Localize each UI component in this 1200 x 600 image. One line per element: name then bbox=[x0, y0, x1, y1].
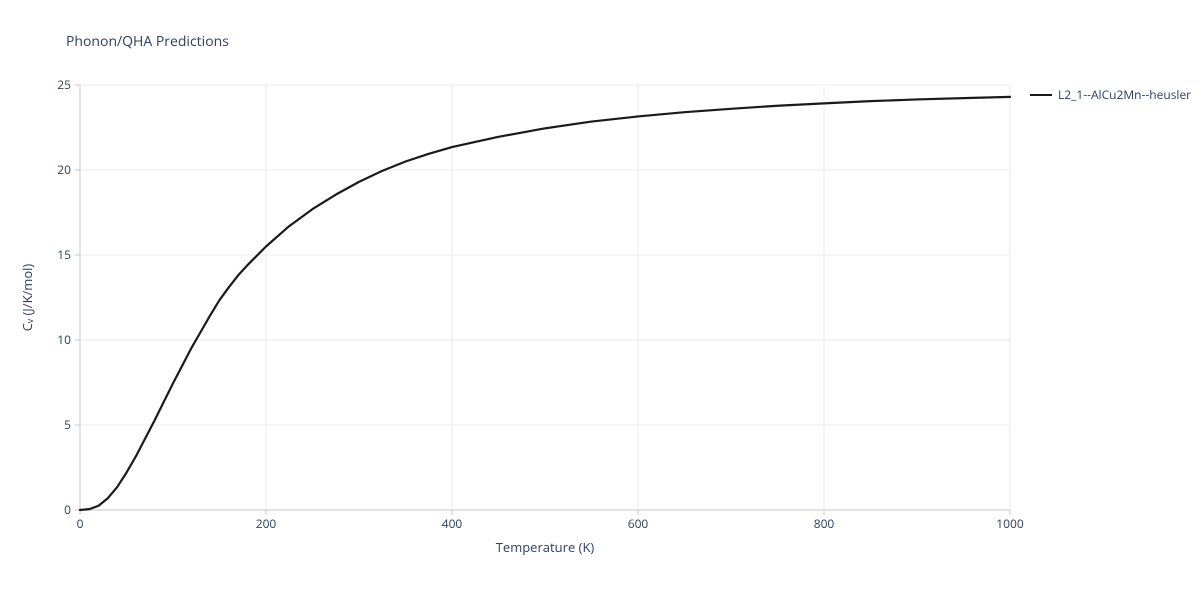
series-line bbox=[80, 97, 1010, 510]
y-tick-label: 0 bbox=[64, 501, 71, 518]
y-tick-label: 20 bbox=[57, 161, 71, 178]
x-tick-label: 0 bbox=[77, 515, 84, 532]
x-tick-label: 1000 bbox=[996, 515, 1024, 532]
y-tick-label: 10 bbox=[57, 331, 71, 348]
legend-label: L2_1--AlCu2Mn--heusler bbox=[1058, 86, 1191, 103]
x-tick-label: 400 bbox=[442, 515, 463, 532]
chart-page: Phonon/QHA Predictions 02004006008001000… bbox=[0, 0, 1200, 600]
y-tick-label: 5 bbox=[64, 416, 71, 433]
x-axis-label: Temperature (K) bbox=[496, 538, 595, 556]
y-tick-label: 15 bbox=[57, 246, 71, 263]
y-axis-label: Cᵥ (J/K/mol) bbox=[18, 264, 36, 332]
y-tick-label: 25 bbox=[57, 76, 71, 93]
x-tick-label: 200 bbox=[256, 515, 277, 532]
x-tick-label: 800 bbox=[814, 515, 835, 532]
x-tick-label: 600 bbox=[628, 515, 649, 532]
line-chart: 0 200 400 600 800 1000 0 5 10 15 20 25 Temperature (… bbox=[0, 0, 1200, 600]
